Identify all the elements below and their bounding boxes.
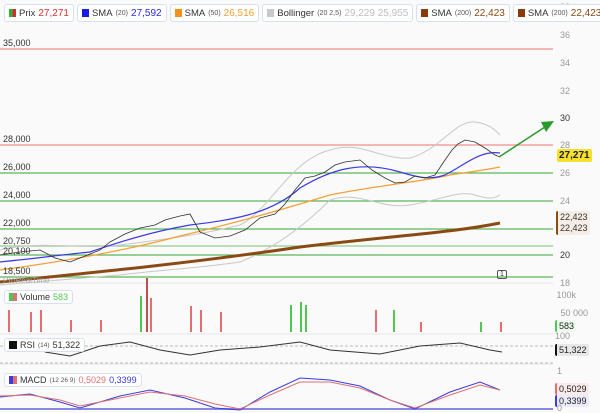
legend-params: (20 2,5) <box>317 9 342 17</box>
axis-tick: 32 <box>559 86 570 96</box>
axis-tick: 30 <box>559 113 570 123</box>
legend-label: SMA <box>431 7 452 19</box>
legend-label: SMA <box>527 7 549 19</box>
axis-tick: 100 <box>554 331 570 341</box>
candles <box>0 139 501 263</box>
legend-bollinger[interactable]: Bollinger (20 2,5) 29,229 25,955 <box>262 4 414 22</box>
macd-tag-1: 0,5029 <box>555 383 589 395</box>
rsi-params: (14) <box>38 341 50 349</box>
legend-price[interactable]: Prix 27,271 <box>4 4 74 22</box>
macd-params: (12 26 9) <box>49 376 76 384</box>
legend-params: (50) <box>208 9 221 17</box>
axis-tick: 24 <box>559 196 570 206</box>
sma200-tag: 22,423 22,423 <box>556 211 590 235</box>
legend-value: 27,592 <box>131 7 162 19</box>
legend-value: 22,423 <box>474 7 505 19</box>
sma200-swatch-icon <box>421 9 429 17</box>
volume-value: 583 <box>53 292 69 302</box>
macd-tag-2: 0,3399 <box>555 395 589 407</box>
event-marker[interactable]: 1 <box>497 270 507 279</box>
sma50-swatch-icon <box>174 9 182 17</box>
axis-tick: 26 <box>559 168 570 178</box>
axis-tick: 18 <box>559 278 570 288</box>
legend-sma200-a[interactable]: SMA (200) 22,423 <box>416 4 510 22</box>
sma200-tag-b: 22,423 <box>560 223 588 233</box>
sma200-tag-a: 22,423 <box>560 212 588 222</box>
macd-legend[interactable]: MACD (12 26 9) 0,5029 0,3399 <box>4 373 142 387</box>
rsi-value: 51,322 <box>52 340 81 350</box>
indicator-legend: Prix 27,271 SMA (20) 27,592 SMA (50) 26,… <box>4 4 600 22</box>
rsi-legend[interactable]: RSI (14) 51,322 <box>4 338 86 352</box>
axis-tick: 20 <box>559 250 570 260</box>
rsi-swatch-icon <box>9 341 17 349</box>
legend-value: 29,229 25,955 <box>344 7 409 19</box>
axis-tick: 36 <box>559 30 570 40</box>
legend-label: SMA <box>184 7 206 19</box>
axis-tick: 28 <box>559 140 570 150</box>
legend-sma50[interactable]: SMA (50) 26,516 <box>169 4 260 22</box>
volume-swatch-icon <box>9 293 17 301</box>
level-label: 18,500 <box>3 266 31 276</box>
axis-tick: 50 000 <box>560 308 588 318</box>
legend-sma200-b[interactable]: SMA (200) 22,423 <box>512 4 600 22</box>
legend-value: 26,516 <box>223 7 255 19</box>
price-swatch-icon <box>9 9 16 17</box>
level-label: 35,000 <box>3 38 31 48</box>
level-label: 24,000 <box>3 190 31 200</box>
rsi-tag: 51,322 <box>555 344 589 356</box>
axis-tick: 0 <box>556 403 562 413</box>
legend-value: 27,271 <box>38 7 69 19</box>
macd-swatch-icon <box>9 376 17 384</box>
level-label: 28,000 <box>3 134 31 144</box>
bollinger-swatch-icon <box>267 9 275 17</box>
level-label: 20,100 <box>3 246 31 256</box>
legend-sma20[interactable]: SMA (20) 27,592 <box>76 4 167 22</box>
macd-label: MACD <box>20 375 47 385</box>
legend-params: (200) <box>454 9 472 17</box>
legend-label: Bollinger <box>277 7 315 19</box>
sma200-swatch-icon <box>517 9 525 17</box>
axis-tick: 1 <box>556 366 562 376</box>
macd-value-2: 0,3399 <box>109 375 137 385</box>
legend-value: 22,423 <box>570 7 600 19</box>
watermark: ProRealTime <box>3 276 50 285</box>
volume-bars <box>8 278 502 332</box>
level-label: 26,000 <box>3 162 31 172</box>
legend-params: (200) <box>551 9 568 17</box>
macd-value-1: 0,5029 <box>78 375 107 385</box>
level-label: 20,750 <box>3 236 31 246</box>
volume-label: Volume <box>20 292 51 302</box>
volume-legend[interactable]: Volume 583 <box>4 290 74 304</box>
sma20-swatch-icon <box>81 9 89 17</box>
rsi-label: RSI <box>20 340 36 350</box>
axis-tick: 100k <box>556 290 576 300</box>
legend-label: Prix <box>19 7 36 19</box>
volume-tag: 583 <box>555 320 577 332</box>
projection-arrow-icon <box>541 121 554 132</box>
legend-label: SMA <box>91 7 113 19</box>
legend-params: (20) <box>115 9 129 17</box>
last-price-tag: 27,271 <box>557 149 592 162</box>
axis-tick: 34 <box>559 58 570 68</box>
level-label: 22,000 <box>3 218 31 228</box>
